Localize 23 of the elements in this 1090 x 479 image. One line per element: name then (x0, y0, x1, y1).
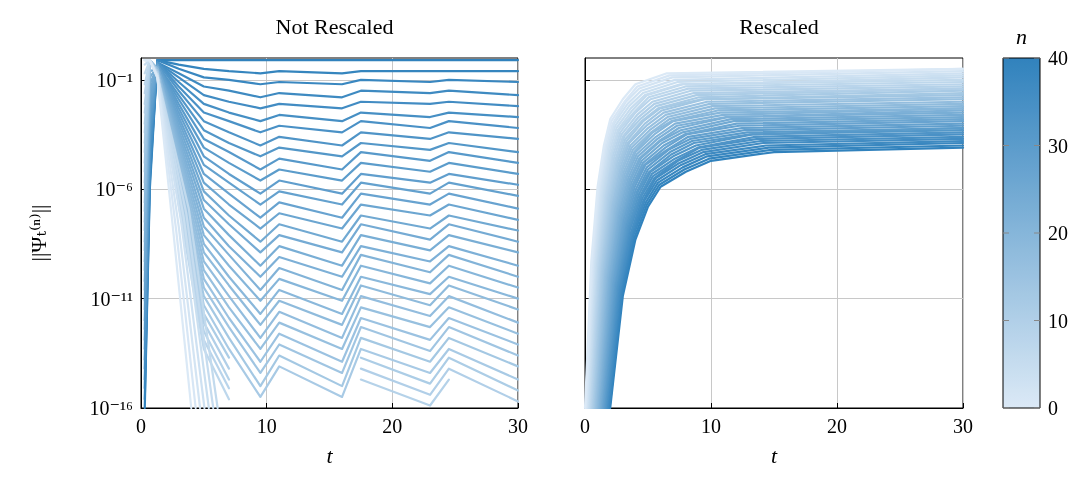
color-bar-label: 0 (1048, 397, 1058, 419)
x-tick-label: 0 (580, 415, 590, 437)
color-bar-label: 10 (1048, 309, 1068, 332)
x-tick-label: 30 (953, 415, 973, 437)
x-tick-label: 20 (382, 415, 403, 437)
x-tick-label: 10 (701, 415, 721, 437)
chart-title: Rescaled (739, 13, 819, 39)
y-tick-label: 10⁻⁶ (95, 178, 134, 201)
color-bar-label: 30 (1048, 134, 1068, 157)
x-axis-title: t (326, 442, 334, 468)
x-axis-title: t (770, 442, 778, 468)
color-bar-label: 40 (1048, 47, 1068, 69)
x-tick-label: 30 (508, 415, 528, 437)
y-axis-title: ||Ψₜ⁽ⁿ⁾|| (25, 204, 51, 262)
chart-title: Not Rescaled (275, 13, 394, 39)
color-bar-title: n (1016, 23, 1027, 49)
x-tick-label: 0 (136, 415, 146, 437)
x-tick-label: 20 (827, 415, 847, 437)
y-tick-label: 10⁻¹⁶ (89, 397, 134, 419)
x-tick-label: 10 (256, 415, 277, 437)
color-bar-label: 20 (1048, 222, 1068, 244)
y-tick-label: 10⁻¹ (96, 68, 133, 91)
y-tick-label: 10⁻¹¹ (90, 287, 133, 310)
